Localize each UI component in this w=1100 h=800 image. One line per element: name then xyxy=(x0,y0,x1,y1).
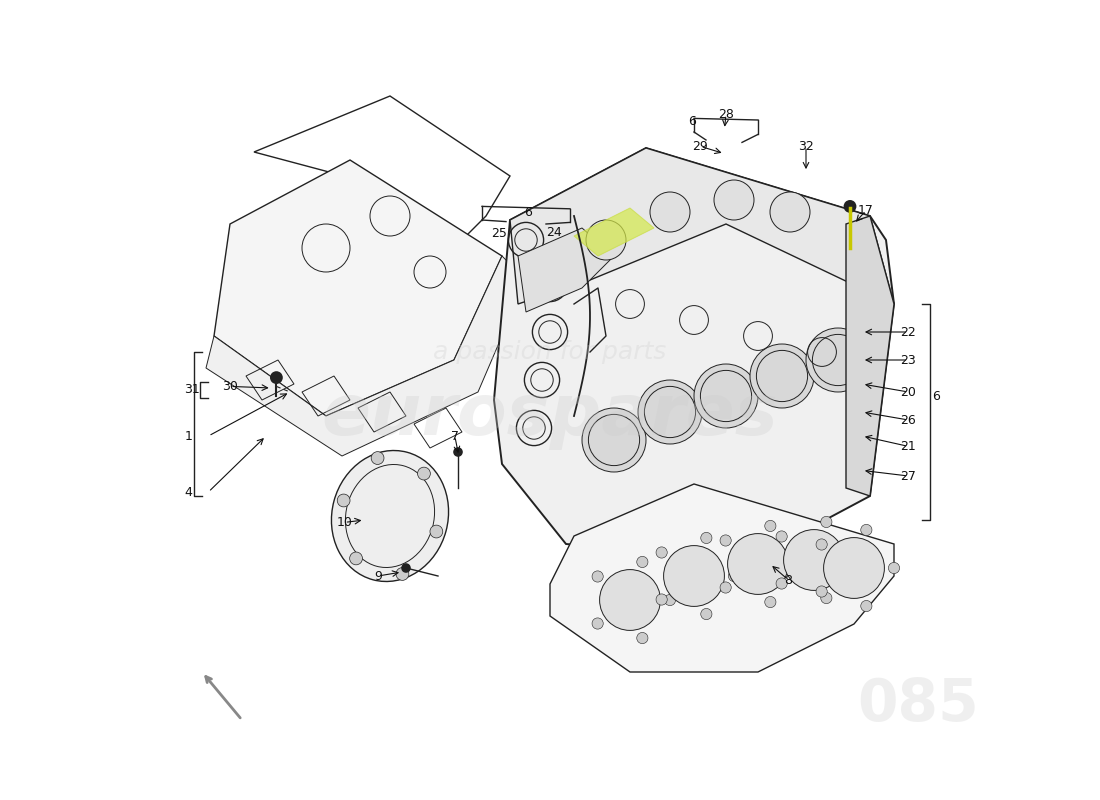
Circle shape xyxy=(656,547,668,558)
Text: 27: 27 xyxy=(901,470,916,482)
Text: 7: 7 xyxy=(451,430,459,442)
Text: 8: 8 xyxy=(784,574,792,586)
Circle shape xyxy=(848,554,859,566)
Text: a passion for parts: a passion for parts xyxy=(433,340,667,364)
Circle shape xyxy=(889,562,900,574)
Text: eurospares: eurospares xyxy=(321,382,779,450)
Polygon shape xyxy=(518,228,614,312)
Circle shape xyxy=(861,524,872,535)
Circle shape xyxy=(402,563,410,573)
Text: 28: 28 xyxy=(718,108,734,121)
Circle shape xyxy=(861,601,872,612)
Circle shape xyxy=(582,408,646,472)
Text: 21: 21 xyxy=(901,440,916,453)
Circle shape xyxy=(430,525,443,538)
Text: 29: 29 xyxy=(693,140,708,153)
Circle shape xyxy=(776,578,788,589)
Circle shape xyxy=(770,192,810,232)
Polygon shape xyxy=(494,148,894,560)
Text: 6: 6 xyxy=(688,115,695,128)
Text: 085: 085 xyxy=(857,675,979,733)
Text: 31: 31 xyxy=(184,383,199,396)
Circle shape xyxy=(396,567,409,580)
Circle shape xyxy=(821,593,832,604)
Text: 6: 6 xyxy=(524,206,531,218)
Text: 4: 4 xyxy=(185,486,192,498)
Circle shape xyxy=(720,582,732,593)
Circle shape xyxy=(750,344,814,408)
Circle shape xyxy=(816,586,827,597)
Text: 32: 32 xyxy=(799,140,814,153)
Circle shape xyxy=(338,494,350,507)
Polygon shape xyxy=(846,216,894,496)
Polygon shape xyxy=(510,148,894,304)
Circle shape xyxy=(650,192,690,232)
Circle shape xyxy=(638,380,702,444)
Circle shape xyxy=(728,570,739,582)
Circle shape xyxy=(806,328,870,392)
Circle shape xyxy=(694,364,758,428)
Text: 1: 1 xyxy=(185,430,192,442)
Circle shape xyxy=(592,618,603,629)
Circle shape xyxy=(586,220,626,260)
Text: 20: 20 xyxy=(901,386,916,398)
Polygon shape xyxy=(214,160,502,416)
Circle shape xyxy=(844,200,857,213)
Circle shape xyxy=(592,571,603,582)
Circle shape xyxy=(663,546,725,606)
Circle shape xyxy=(816,539,827,550)
Circle shape xyxy=(418,467,430,480)
Text: 17: 17 xyxy=(858,204,873,217)
Circle shape xyxy=(664,594,675,606)
Text: 23: 23 xyxy=(901,354,916,366)
Circle shape xyxy=(701,532,712,543)
Circle shape xyxy=(637,633,648,644)
Circle shape xyxy=(821,516,832,527)
Circle shape xyxy=(792,558,804,570)
Circle shape xyxy=(350,552,363,565)
Circle shape xyxy=(453,447,463,457)
Text: 26: 26 xyxy=(901,414,916,426)
Text: 22: 22 xyxy=(901,326,916,338)
Text: 6: 6 xyxy=(933,390,940,402)
Circle shape xyxy=(371,452,384,465)
Circle shape xyxy=(764,597,776,608)
Circle shape xyxy=(727,534,789,594)
Text: 30: 30 xyxy=(222,380,238,393)
Circle shape xyxy=(656,594,668,605)
Circle shape xyxy=(714,180,754,220)
Circle shape xyxy=(764,520,776,531)
Circle shape xyxy=(270,371,283,384)
Circle shape xyxy=(600,570,660,630)
Polygon shape xyxy=(206,256,526,456)
Text: 10: 10 xyxy=(337,516,352,529)
Circle shape xyxy=(776,531,788,542)
Circle shape xyxy=(824,538,884,598)
Polygon shape xyxy=(550,484,894,672)
Circle shape xyxy=(783,530,845,590)
Circle shape xyxy=(701,609,712,620)
Text: 25: 25 xyxy=(491,227,507,240)
Polygon shape xyxy=(574,208,654,256)
Circle shape xyxy=(637,556,648,567)
Circle shape xyxy=(720,535,732,546)
Ellipse shape xyxy=(331,450,449,582)
Text: 9: 9 xyxy=(374,570,382,582)
Text: 24: 24 xyxy=(546,226,562,239)
